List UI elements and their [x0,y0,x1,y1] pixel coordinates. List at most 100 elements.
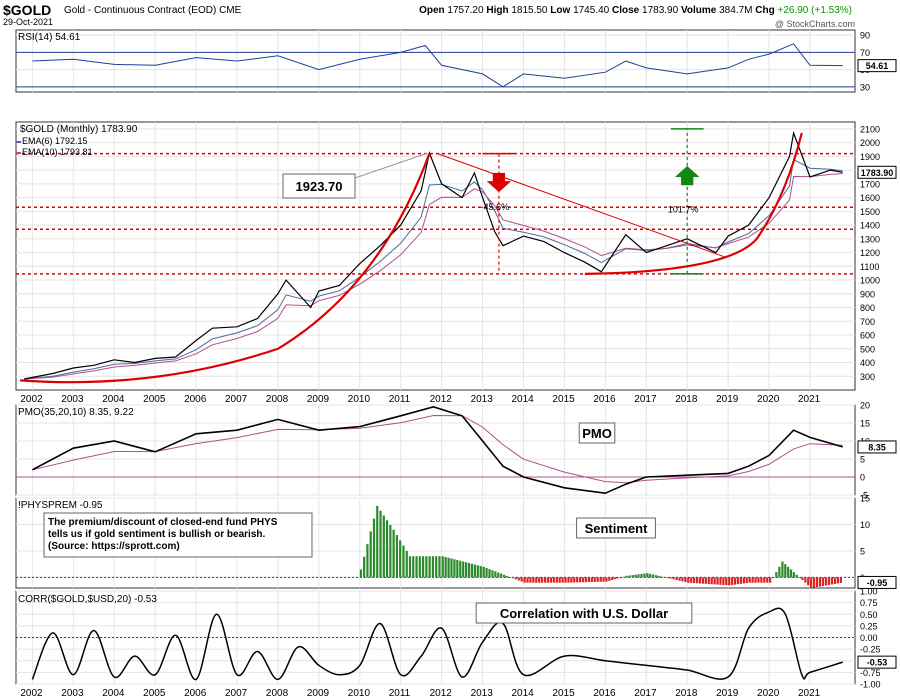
price-tick-label: 700 [860,317,875,327]
sentiment-bar [809,577,813,588]
price-tick-label: 400 [860,358,875,368]
pmo-last-value-box [857,440,897,454]
correlation-year-label: 2007 [225,688,248,699]
sentiment-bar [690,577,693,583]
sentiment-bar [584,577,588,583]
pmo-panel-tick-label: 15 [860,419,870,429]
pmo-panel-frame [15,404,856,496]
sentiment-bar [733,577,737,585]
correlation-year-label: 2018 [675,688,698,699]
correlation-year-label: 2014 [511,688,534,699]
sentiment-bar [672,577,675,580]
close-value: 1783.90 [642,5,679,16]
price-year-label: 2015 [552,394,575,405]
sentiment-bar [385,520,389,578]
sentiment-bar [552,577,555,583]
sentiment-bar [754,577,757,583]
sentiment-bar [366,544,369,578]
sentiment-bar [555,577,558,583]
sentiment-bar [716,577,719,585]
sentiment-note-box [43,512,313,558]
exchange: CME [219,5,242,16]
pmo-title-box [578,422,616,444]
sentiment-bar [655,575,658,578]
ohlc-readout: Open 1757.20 High 1815.50 Low 1745.40 Cl… [419,5,852,16]
price-tick-label: 1400 [860,221,880,231]
correlation-year-label: 2015 [552,688,575,699]
price-tick-label: 1600 [860,193,880,203]
sentiment-bar [444,556,447,578]
sentiment-bar [804,577,807,583]
rsi-legend: RSI(14) 54.61 [18,32,81,43]
sentiment-bar [412,556,415,578]
sentiment-bar [503,574,506,578]
open-value: 1757.20 [447,5,484,16]
sentiment-bar [500,573,503,578]
sentiment-bar [739,577,743,584]
rsi-panel-frame [15,29,856,93]
correlation-year-label: 2020 [757,688,780,699]
sentiment-bar [497,572,500,578]
pmo-panel-tick-label: 5 [860,455,865,465]
sentiment-bar [431,556,435,578]
correlation-year-label: 2011 [389,688,411,699]
sentiment-bar [405,550,408,578]
correlation-year-label: 2012 [430,688,453,699]
sentiment-bar [462,561,465,578]
sentiment-bar [520,577,523,582]
sentiment-bar [526,577,529,583]
price-year-label: 2002 [20,394,43,405]
correlation-title: Correlation with U.S. Dollar [500,606,668,621]
sentiment-bar [757,577,760,583]
price-year-label: 2016 [593,394,616,405]
sentiment-bar [643,573,646,578]
price-year-label: 2014 [511,394,534,405]
pmo-legend: PMO(35,20,10) 8.35, 9.22 [18,407,134,418]
sentiment-bar [376,505,379,578]
correlation-panel-tick-label: -1.00 [860,680,881,690]
sentiment-bar [573,577,576,583]
sentiment-bar [631,575,634,578]
sentiment-bar [546,577,550,583]
declining-trendline [437,153,725,258]
sentiment-bar [666,577,669,579]
sentiment-bar [514,577,517,580]
sentiment-panel-tick-label: 5 [860,546,865,556]
correlation-year-label: 2002 [20,688,43,699]
sentiment-bar [408,556,412,578]
sentiment-bar [476,565,479,578]
price-year-label: 2013 [471,394,494,405]
sentiment-title: Sentiment [585,521,649,536]
price-year-label: 2017 [634,394,657,405]
sentiment-bar [470,563,474,578]
sentiment-bar [382,515,385,578]
sentiment-bar [763,577,766,583]
sentiment-bar [652,574,655,578]
ema10-line [24,173,843,380]
sentiment-note-line: tells us if gold sentiment is bullish or… [48,529,265,540]
pmo-panel-tick-label: 20 [860,401,870,411]
price-tick-label: 2100 [860,124,880,134]
sentiment-bar [660,576,664,578]
sentiment-bar [402,545,405,578]
sentiment-bar [833,577,836,584]
sentiment-bar [725,577,728,586]
pmo-panel-tick-label: -5 [860,491,868,501]
sentiment-bar [558,577,561,583]
sentiment-panel-tick-label: 15 [860,494,870,504]
high-value: 1815.50 [511,5,548,16]
low-label: Low [550,5,571,16]
sentiment-bar [801,577,804,581]
chart-header: $GOLD Gold - Continuous Contract (EOD) C… [0,0,900,29]
sentiment-bar [698,577,702,584]
price-tick-label: 900 [860,289,875,299]
price-last-value: 1783.90 [861,168,894,178]
sentiment-bar [395,535,399,578]
sentiment-bar [421,556,425,578]
sentiment-bar [789,569,793,578]
correlation-year-label: 2017 [634,688,657,699]
price-year-label: 2006 [184,394,207,405]
sentiment-bar [570,577,573,583]
sentiment-bar [684,577,687,583]
sentiment-bar [815,577,819,587]
